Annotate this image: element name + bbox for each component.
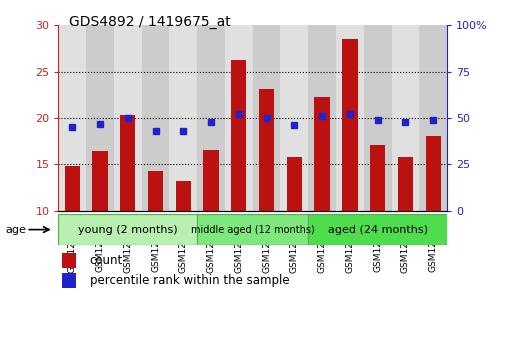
- Bar: [259, 89, 274, 211]
- Bar: [225, 25, 253, 211]
- Bar: [419, 25, 447, 211]
- Bar: [142, 25, 170, 211]
- Bar: [65, 166, 80, 211]
- Bar: [253, 25, 280, 211]
- Bar: [280, 25, 308, 211]
- Bar: [197, 214, 308, 245]
- Bar: [176, 181, 191, 211]
- Bar: [426, 135, 441, 211]
- Bar: [58, 25, 86, 211]
- Bar: [148, 171, 163, 211]
- Text: age: age: [5, 225, 26, 234]
- Bar: [197, 25, 225, 211]
- Bar: [392, 25, 419, 211]
- Bar: [204, 150, 219, 211]
- Text: aged (24 months): aged (24 months): [328, 225, 428, 234]
- Bar: [231, 60, 246, 211]
- Text: GDS4892 / 1419675_at: GDS4892 / 1419675_at: [69, 15, 230, 29]
- Bar: [58, 214, 197, 245]
- Bar: [62, 253, 76, 268]
- Bar: [308, 214, 447, 245]
- Bar: [114, 25, 142, 211]
- Bar: [398, 157, 413, 211]
- Text: percentile rank within the sample: percentile rank within the sample: [89, 274, 289, 287]
- Text: young (2 months): young (2 months): [78, 225, 178, 234]
- Bar: [170, 25, 197, 211]
- Bar: [92, 151, 108, 211]
- Bar: [308, 25, 336, 211]
- Bar: [314, 97, 330, 211]
- Bar: [62, 273, 76, 288]
- Text: middle aged (12 months): middle aged (12 months): [191, 225, 314, 234]
- Bar: [120, 115, 136, 211]
- Bar: [370, 145, 385, 211]
- Bar: [336, 25, 364, 211]
- Bar: [86, 25, 114, 211]
- Text: count: count: [89, 254, 123, 267]
- Bar: [342, 39, 358, 211]
- Bar: [364, 25, 392, 211]
- Bar: [287, 157, 302, 211]
